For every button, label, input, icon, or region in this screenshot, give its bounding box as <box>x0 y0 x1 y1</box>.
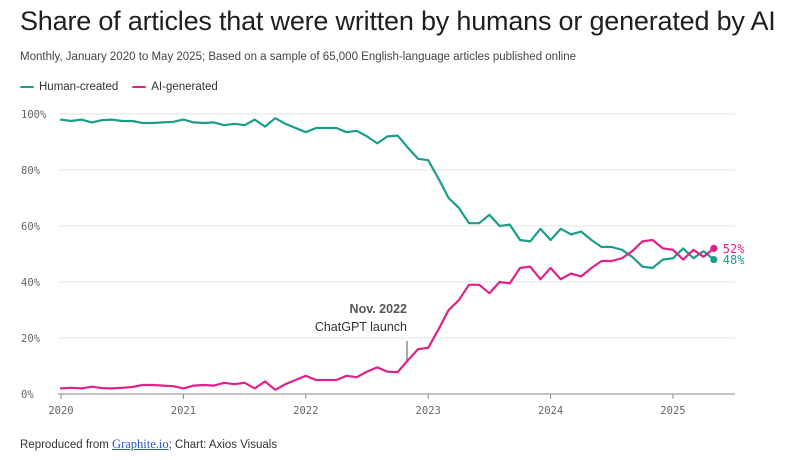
footer-credit: Reproduced from Graphite.io; Chart: Axio… <box>20 437 277 452</box>
footer-prefix: Reproduced from <box>20 439 113 451</box>
chart-subtitle: Monthly, January 2020 to May 2025; Based… <box>20 51 576 63</box>
end-labels: 48%52% <box>710 242 745 267</box>
x-axis: 2020 2021 2022 2023 2024 2025 <box>48 394 686 417</box>
legend-swatch-ai <box>132 85 147 89</box>
y-tick-label-100: 100% <box>21 109 47 121</box>
series-line-human <box>59 117 715 270</box>
x-tick-label-2023: 2023 <box>416 405 441 417</box>
y-tick-label-40: 40% <box>21 277 41 289</box>
legend-item-human: Human-created <box>20 81 118 93</box>
legend-swatch-human <box>20 85 34 89</box>
y-tick-label-0: 0% <box>21 389 34 401</box>
source-link[interactable]: Graphite.io <box>112 437 169 451</box>
gridlines <box>58 113 735 395</box>
legend: Human-created AI-generated <box>20 81 218 93</box>
chart-title: Share of articles that were written by h… <box>20 6 776 36</box>
x-tick-label-2021: 2021 <box>171 405 196 417</box>
annotation-text: ChatGPT launch <box>315 320 407 334</box>
end-label-ai: 52% <box>723 242 745 256</box>
end-point-human <box>710 256 718 264</box>
end-label-human: 48% <box>723 253 745 267</box>
x-tick-label-2025: 2025 <box>660 405 685 417</box>
x-tick-label-2024: 2024 <box>538 405 563 417</box>
legend-item-ai: AI-generated <box>132 81 218 93</box>
footer-suffix: ; Chart: Axios Visuals <box>168 439 278 451</box>
y-tick-label-60: 60% <box>21 221 41 233</box>
x-tick-label-2022: 2022 <box>293 405 318 417</box>
annotation: Nov. 2022 ChatGPT launch <box>315 302 408 361</box>
end-point-ai <box>710 244 718 252</box>
y-tick-label-80: 80% <box>21 165 41 177</box>
annotation-title: Nov. 2022 <box>350 302 407 316</box>
y-tick-label-20: 20% <box>21 333 41 345</box>
x-tick-label-2020: 2020 <box>48 405 73 417</box>
legend-label-ai: AI-generated <box>151 81 218 93</box>
legend-label-human: Human-created <box>39 81 119 93</box>
series-line-ai <box>59 238 715 391</box>
y-axis: 0% 20% 40% 60% 80% 100% <box>21 109 47 401</box>
series-lines <box>59 117 715 391</box>
